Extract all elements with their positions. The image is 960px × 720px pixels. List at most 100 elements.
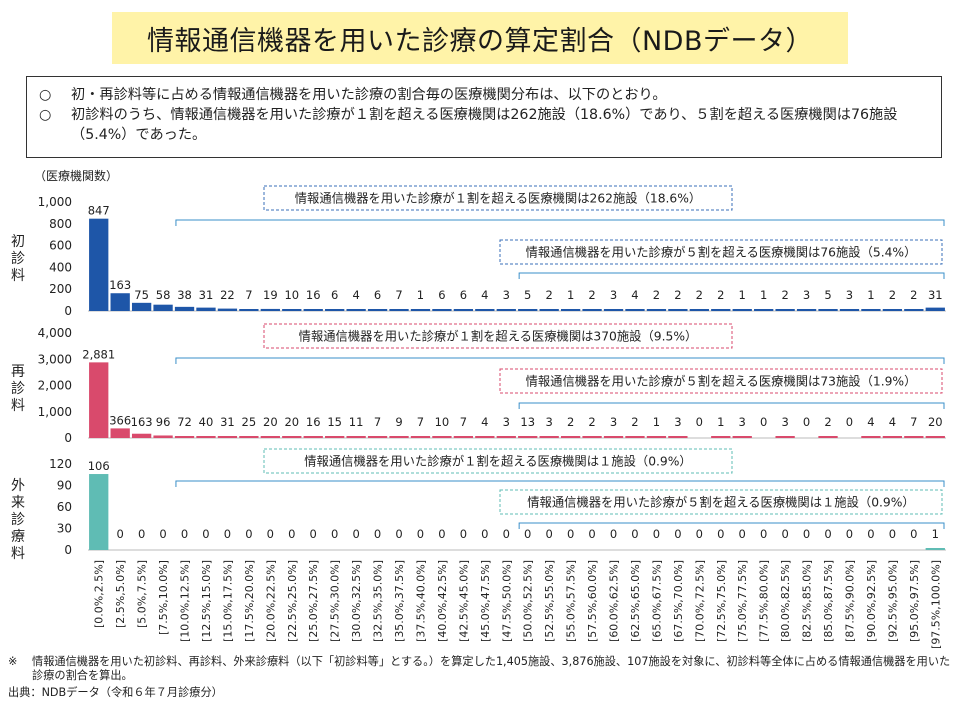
bar xyxy=(796,309,817,311)
value-label: 0 xyxy=(417,527,424,541)
bar xyxy=(818,309,838,311)
value-label: 31 xyxy=(220,415,235,429)
x-tick-label: [42.5%,45.0%] xyxy=(457,560,470,642)
annotation-over-10pct-box xyxy=(263,448,733,474)
value-label: 6 xyxy=(438,288,445,302)
x-tick-label: [12.5%,15.0%] xyxy=(200,560,213,642)
value-label: 0 xyxy=(181,527,188,541)
annotation-over-10pct-text: 情報通信機器を用いた診療が１割を超える医療機関は262施設（18.6%） xyxy=(295,191,701,206)
bar xyxy=(475,436,495,438)
value-label: 0 xyxy=(310,527,317,541)
y-tick-label: 600 xyxy=(49,239,72,253)
summary-text: 初診料のうち、情報通信機器を用いた診療が１割を超える医療機関は262施設（18.… xyxy=(71,107,898,143)
bar xyxy=(732,309,752,311)
bar xyxy=(818,436,838,438)
value-label: 19 xyxy=(263,288,278,302)
bar xyxy=(775,309,795,311)
bar xyxy=(839,309,860,311)
value-label: 11 xyxy=(349,415,364,429)
value-label: 0 xyxy=(674,527,681,541)
value-label: 3 xyxy=(503,288,510,302)
value-label: 0 xyxy=(374,527,381,541)
value-label: 5 xyxy=(824,288,831,302)
x-tick-label: [27.5%,30.0%] xyxy=(329,560,342,642)
value-label: 7 xyxy=(374,415,381,429)
x-tick-label: [22.5%,25.0%] xyxy=(286,560,299,642)
bar xyxy=(367,436,388,438)
value-label: 2 xyxy=(588,288,595,302)
bar xyxy=(217,436,238,438)
value-label: 5 xyxy=(524,288,531,302)
bar xyxy=(518,309,538,311)
x-tick-label: [40.0%,42.5%] xyxy=(436,560,449,642)
x-tick-label: [72.5%,75.0%] xyxy=(715,560,728,642)
bar xyxy=(367,309,388,311)
value-label: 2 xyxy=(588,415,595,429)
bar xyxy=(925,548,945,550)
bar xyxy=(582,309,602,311)
value-label: 0 xyxy=(824,527,831,541)
y-tick-label: 0 xyxy=(64,431,72,445)
bar xyxy=(625,436,645,438)
value-label: 13 xyxy=(520,415,535,429)
x-tick-label: [2.5%,5.0%] xyxy=(114,560,127,628)
bar xyxy=(153,304,173,311)
value-label: 2 xyxy=(717,288,724,302)
value-label: 3 xyxy=(803,288,810,302)
annotation-over-50pct-text: 情報通信機器を用いた診療が５割を超える医療機関は76施設（5.4%） xyxy=(526,245,917,260)
value-label: 0 xyxy=(781,527,788,541)
value-label: 10 xyxy=(435,415,450,429)
summary-bullet: ○ xyxy=(39,107,52,123)
bar xyxy=(196,307,216,311)
value-label: 3 xyxy=(674,415,681,429)
bar xyxy=(861,309,881,311)
value-label: 2 xyxy=(824,415,831,429)
bar xyxy=(282,309,302,311)
bar xyxy=(539,309,559,311)
bar xyxy=(260,436,280,438)
bar xyxy=(603,436,624,438)
y-axis-unit-label: （医療機関数） xyxy=(34,168,118,183)
bar xyxy=(89,362,109,438)
value-label: 20 xyxy=(263,415,278,429)
bar xyxy=(453,436,474,438)
value-label: 4 xyxy=(352,288,359,302)
annotation-over-10pct-box xyxy=(263,185,733,211)
value-label: 40 xyxy=(199,415,214,429)
value-label: 96 xyxy=(156,415,171,429)
value-label: 31 xyxy=(199,288,214,302)
bar xyxy=(110,293,130,311)
bar xyxy=(153,435,173,438)
x-tick-label: [77.5%,80.0%] xyxy=(758,560,771,642)
value-label: 6 xyxy=(331,288,338,302)
x-tick-label: [37.5%,40.0%] xyxy=(414,560,427,642)
bar xyxy=(131,302,152,311)
value-label: 0 xyxy=(760,415,767,429)
bar xyxy=(131,433,152,438)
annotation-over-50pct-box xyxy=(499,368,943,394)
annotation-over-50pct-text: 情報通信機器を用いた診療が５割を超える医療機関は73施設（1.9%） xyxy=(526,374,917,389)
y-tick-label: 3,000 xyxy=(38,352,72,366)
y-tick-label: 400 xyxy=(49,260,72,274)
value-label: 0 xyxy=(395,527,402,541)
value-label: 1 xyxy=(932,527,939,541)
y-tick-label: 120 xyxy=(49,457,72,471)
bracket-over-10pct xyxy=(175,480,945,487)
x-tick-label: [25.0%,27.5%] xyxy=(307,560,320,642)
value-label: 1 xyxy=(739,288,746,302)
x-tick-label: [15.0%,17.5%] xyxy=(221,560,234,642)
x-tick-label: [67.5%,70.0%] xyxy=(672,560,685,642)
value-label: 2 xyxy=(781,288,788,302)
value-label: 3 xyxy=(503,415,510,429)
value-label: 16 xyxy=(306,288,321,302)
value-label: 16 xyxy=(306,415,321,429)
bar xyxy=(496,436,516,438)
x-tick-label: [55.0%,57.5%] xyxy=(565,560,578,642)
value-label: 20 xyxy=(928,415,943,429)
summary-item: ○ 初・再診料等に占める情報通信機器を用いた診療の割合毎の医療機関分布は、以下の… xyxy=(39,85,927,105)
x-tick-label: [32.5%,35.0%] xyxy=(372,560,385,642)
value-label: 72 xyxy=(177,415,192,429)
y-tick-label: 1,000 xyxy=(38,195,72,209)
value-label: 0 xyxy=(460,527,467,541)
